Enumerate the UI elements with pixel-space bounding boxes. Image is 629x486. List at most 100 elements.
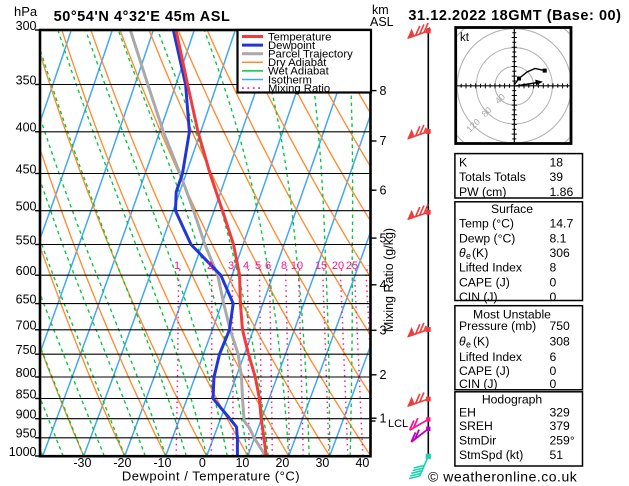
svg-text:10: 10 (291, 260, 303, 272)
svg-text:EH: EH (459, 406, 476, 420)
svg-text:400: 400 (16, 121, 37, 135)
svg-text:40: 40 (355, 456, 369, 470)
svg-text:StmSpd (kt): StmSpd (kt) (459, 448, 523, 462)
svg-text:1: 1 (380, 411, 387, 425)
svg-text:K: K (459, 155, 467, 169)
svg-text:31.12.2022 18GMT (Base: 00): 31.12.2022 18GMT (Base: 00) (408, 8, 621, 24)
svg-text:(K): (K) (473, 335, 489, 349)
svg-text:308: 308 (550, 335, 571, 349)
svg-text:2: 2 (207, 260, 213, 272)
svg-text:1.86: 1.86 (550, 185, 574, 199)
svg-text:-10: -10 (153, 456, 171, 470)
svg-text:4: 4 (243, 260, 249, 272)
svg-text:6: 6 (550, 350, 557, 364)
svg-text:15: 15 (315, 260, 327, 272)
svg-text:850: 850 (16, 387, 37, 401)
svg-text:379: 379 (550, 419, 571, 433)
svg-text:Dry Adiabat: Dry Adiabat (268, 57, 327, 69)
svg-text:e: e (466, 251, 471, 261)
svg-text:ASL: ASL (370, 15, 394, 29)
svg-text:Temp (°C): Temp (°C) (459, 217, 514, 231)
svg-text:-20: -20 (113, 456, 131, 470)
svg-text:350: 350 (16, 73, 37, 87)
svg-text:CAPE (J): CAPE (J) (459, 275, 510, 289)
svg-text:259°: 259° (550, 434, 575, 448)
svg-text:Totals Totals: Totals Totals (459, 170, 526, 184)
svg-text:e: e (466, 339, 471, 349)
svg-text:800: 800 (16, 366, 37, 380)
svg-text:CIN (J): CIN (J) (459, 377, 498, 391)
svg-text:600: 600 (16, 264, 37, 278)
svg-text:6: 6 (380, 183, 387, 197)
svg-text:Isotherm: Isotherm (268, 74, 312, 86)
svg-text:Hodograph: Hodograph (482, 393, 542, 407)
svg-text:18: 18 (550, 155, 564, 169)
svg-text:40: 40 (493, 92, 507, 106)
svg-text:1: 1 (174, 260, 180, 272)
svg-text:1000: 1000 (9, 445, 37, 459)
svg-text:6: 6 (265, 260, 271, 272)
svg-text:3: 3 (228, 260, 234, 272)
svg-text:8: 8 (380, 84, 387, 98)
svg-text:5: 5 (380, 231, 387, 245)
svg-text:900: 900 (16, 408, 37, 422)
svg-text:7: 7 (380, 134, 387, 148)
svg-text:450: 450 (16, 162, 37, 176)
svg-text:0: 0 (199, 456, 206, 470)
svg-text:20: 20 (332, 260, 344, 272)
svg-text:Mixing Ratio (g/kg): Mixing Ratio (g/kg) (382, 228, 396, 332)
svg-text:306: 306 (550, 246, 571, 260)
svg-text:Dewpoint / Temperature (°C): Dewpoint / Temperature (°C) (122, 469, 300, 484)
svg-text:0: 0 (550, 275, 557, 289)
svg-text:Parcel Trajectory: Parcel Trajectory (268, 49, 353, 61)
svg-text:Wet Adiabat: Wet Adiabat (268, 66, 330, 78)
svg-text:Dewpoint: Dewpoint (268, 40, 316, 52)
svg-text:PW (cm): PW (cm) (459, 185, 506, 199)
svg-text:550: 550 (16, 233, 37, 247)
svg-text:Surface: Surface (491, 202, 533, 216)
svg-text:300: 300 (16, 19, 37, 33)
svg-text:30: 30 (315, 456, 329, 470)
svg-text:5: 5 (255, 260, 261, 272)
svg-text:51: 51 (550, 448, 564, 462)
svg-text:Pressure (mb): Pressure (mb) (459, 319, 536, 333)
svg-text:Lifted Index: Lifted Index (459, 261, 522, 275)
svg-text:8: 8 (281, 260, 287, 272)
svg-text:CIN (J): CIN (J) (459, 290, 498, 304)
svg-text:500: 500 (16, 200, 37, 214)
svg-text:Most Unstable: Most Unstable (473, 307, 551, 321)
svg-text:km: km (372, 3, 389, 17)
svg-text:θ: θ (459, 335, 466, 349)
svg-text:Lifted Index: Lifted Index (459, 350, 522, 364)
svg-text:hPa: hPa (14, 4, 38, 19)
svg-text:8.1: 8.1 (550, 231, 567, 245)
svg-text:Dewp (°C): Dewp (°C) (459, 231, 515, 245)
svg-text:10: 10 (235, 456, 249, 470)
svg-text:650: 650 (16, 292, 37, 306)
svg-text:700: 700 (16, 319, 37, 333)
svg-text:-30: -30 (73, 456, 91, 470)
svg-text:750: 750 (16, 343, 37, 357)
svg-text:(K): (K) (472, 246, 488, 260)
svg-text:4: 4 (380, 278, 387, 292)
svg-text:kt: kt (460, 32, 470, 44)
svg-text:StmDir: StmDir (459, 434, 496, 448)
svg-text:950: 950 (16, 427, 37, 441)
svg-text:0: 0 (550, 290, 557, 304)
svg-text:CAPE (J): CAPE (J) (459, 364, 510, 378)
svg-text:8: 8 (550, 261, 557, 275)
svg-text:2: 2 (380, 368, 387, 382)
svg-text:© weatheronline.co.uk: © weatheronline.co.uk (428, 469, 578, 485)
svg-text:25: 25 (346, 260, 358, 272)
svg-text:14.7: 14.7 (550, 217, 574, 231)
svg-text:θ: θ (459, 246, 466, 260)
svg-text:Temperature: Temperature (268, 31, 331, 43)
svg-text:0: 0 (550, 364, 557, 378)
svg-text:LCL: LCL (388, 418, 408, 430)
svg-text:50°54'N 4°32'E 45m ASL: 50°54'N 4°32'E 45m ASL (54, 9, 231, 25)
svg-text:39: 39 (550, 170, 564, 184)
svg-text:3: 3 (380, 324, 387, 338)
svg-text:0: 0 (550, 377, 557, 391)
svg-text:SREH: SREH (459, 419, 493, 433)
svg-text:20: 20 (275, 456, 289, 470)
